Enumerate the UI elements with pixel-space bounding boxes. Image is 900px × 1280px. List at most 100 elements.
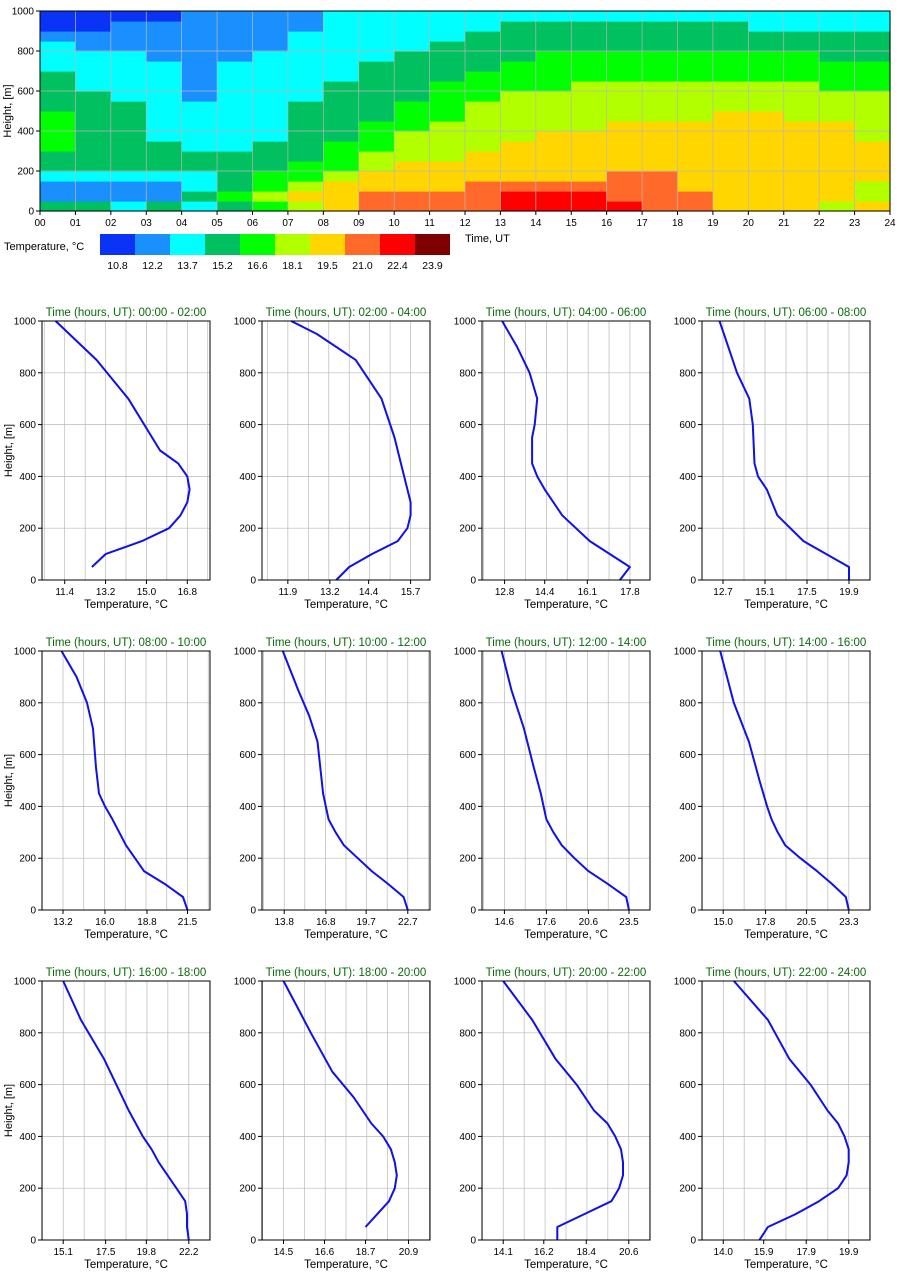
heatmap-x-tick-label: 07 [282, 218, 294, 229]
heatmap-cell [146, 111, 183, 122]
profile-y-axis-label: Height, [m] [3, 1084, 15, 1137]
heatmap-cell [217, 151, 254, 162]
heatmap-cell [75, 51, 112, 62]
profile-frame [261, 320, 431, 581]
colorbar-tick-label: 10.8 [107, 260, 128, 272]
heatmap-cell [677, 71, 714, 82]
heatmap-cell [287, 51, 324, 62]
heatmap-cell [394, 21, 431, 32]
heatmap-cell [606, 41, 643, 52]
profile-y-tick-label: 600 [459, 750, 476, 761]
heatmap-cell [110, 121, 147, 132]
heatmap-cell [323, 121, 360, 132]
heatmap-cell [394, 41, 431, 52]
heatmap-cell [146, 61, 183, 72]
heatmap-cell [500, 21, 537, 32]
profile-frame [41, 320, 211, 581]
heatmap-cell [783, 11, 820, 22]
heatmap-cell [40, 111, 77, 122]
heatmap-cell [40, 51, 77, 62]
profile-x-tick-label: 16.8 [316, 917, 336, 928]
heatmap-cell [394, 181, 431, 192]
heatmap-cell [819, 91, 856, 102]
profile-frame [481, 650, 651, 911]
heatmap-cell [712, 121, 749, 132]
profile-title: Time (hours, UT): 06:00 - 08:00 [706, 307, 867, 319]
heatmap-cell [854, 121, 891, 132]
profile-x-tick-label: 16.0 [95, 917, 115, 928]
heatmap-cell [287, 71, 324, 82]
heatmap-cell [748, 191, 785, 202]
heatmap-cell [358, 61, 395, 72]
profile-x-tick-label: 22.2 [179, 1247, 199, 1258]
temperature-profile-line [62, 980, 190, 1241]
heatmap-cell [217, 161, 254, 172]
profile-x-tick-label: 20.5 [797, 917, 817, 928]
heatmap-cell [394, 141, 431, 152]
profile-y-tick-label: 600 [19, 1080, 36, 1091]
heatmap-cell [181, 31, 218, 42]
heatmap-cell [323, 41, 360, 52]
profile-y-tick-label: 600 [239, 750, 256, 761]
heatmap-x-tick-label: 18 [672, 218, 684, 229]
profile-title: Time (hours, UT): 12:00 - 14:00 [486, 637, 647, 649]
profile-plot-area [262, 321, 430, 580]
heatmap-cell [429, 31, 466, 42]
heatmap-cell [323, 201, 360, 212]
colorbar-swatch [240, 234, 275, 255]
profile-title: Time (hours, UT): 02:00 - 04:00 [266, 307, 427, 319]
profile-x-tick-label: 13.2 [320, 587, 340, 598]
heatmap-cell [819, 11, 856, 22]
profile-x-tick-label: 11.4 [55, 587, 74, 598]
profile-y-tick-label: 0 [30, 1236, 36, 1247]
heatmap-cell [75, 191, 112, 202]
colorbar-swatch [415, 234, 450, 255]
heatmap-cell [75, 161, 112, 172]
heatmap-cell [110, 201, 147, 212]
heatmap-cell [394, 161, 431, 172]
heatmap-cell [854, 171, 891, 182]
profile-chart: 0 200 400 600 800 1000 12.8 14.4 16.1 17.8 Tempera… [454, 307, 651, 611]
heatmap-cell [287, 81, 324, 92]
heatmap-cell [181, 41, 218, 52]
heatmap-cell [465, 21, 502, 32]
heatmap-cell [748, 51, 785, 62]
profile-x-axis-label: Temperature, °C [744, 929, 828, 941]
heatmap-cell [146, 21, 183, 32]
heatmap-cell [75, 21, 112, 32]
heatmap-cell [217, 201, 254, 212]
heatmap-cell [677, 191, 714, 202]
heatmap-cell [819, 151, 856, 162]
heatmap-cell [217, 21, 254, 32]
heatmap-cell [677, 161, 714, 172]
profile-x-tick-label: 16.1 [578, 587, 598, 598]
heatmap-cell [323, 161, 360, 172]
heatmap-cell [75, 111, 112, 122]
profile-grid [41, 651, 210, 910]
heatmap-cell [252, 181, 289, 192]
heatmap-cell [535, 201, 572, 212]
heatmap-cell [217, 111, 254, 122]
heatmap-cell [465, 111, 502, 122]
heatmap-cell [394, 101, 431, 112]
profile-x-tick-label: 21.5 [178, 917, 198, 928]
heatmap-cell [287, 141, 324, 152]
profile-y-tick-label: 600 [239, 1080, 256, 1091]
colorbar-swatch [275, 234, 310, 255]
profile-x-tick-label: 15.7 [401, 587, 421, 598]
heatmap-x-tick-label: 16 [601, 218, 613, 229]
heatmap-cell [394, 201, 431, 212]
heatmap-cell [40, 181, 77, 192]
heatmap-y-tick-label: 200 [17, 167, 34, 178]
profile-frame [261, 650, 431, 911]
profile-frame [41, 980, 211, 1241]
profile-plot-area [42, 651, 210, 910]
heatmap-cell [748, 91, 785, 102]
profile-y-tick-label: 1000 [234, 317, 257, 328]
heatmap-cell [819, 21, 856, 32]
heatmap-cell [217, 71, 254, 82]
heatmap-y-tick-label: 0 [28, 207, 34, 218]
heatmap-cell [783, 51, 820, 62]
heatmap-cell [394, 61, 431, 72]
profile-title: Time (hours, UT): 14:00 - 16:00 [706, 637, 867, 649]
